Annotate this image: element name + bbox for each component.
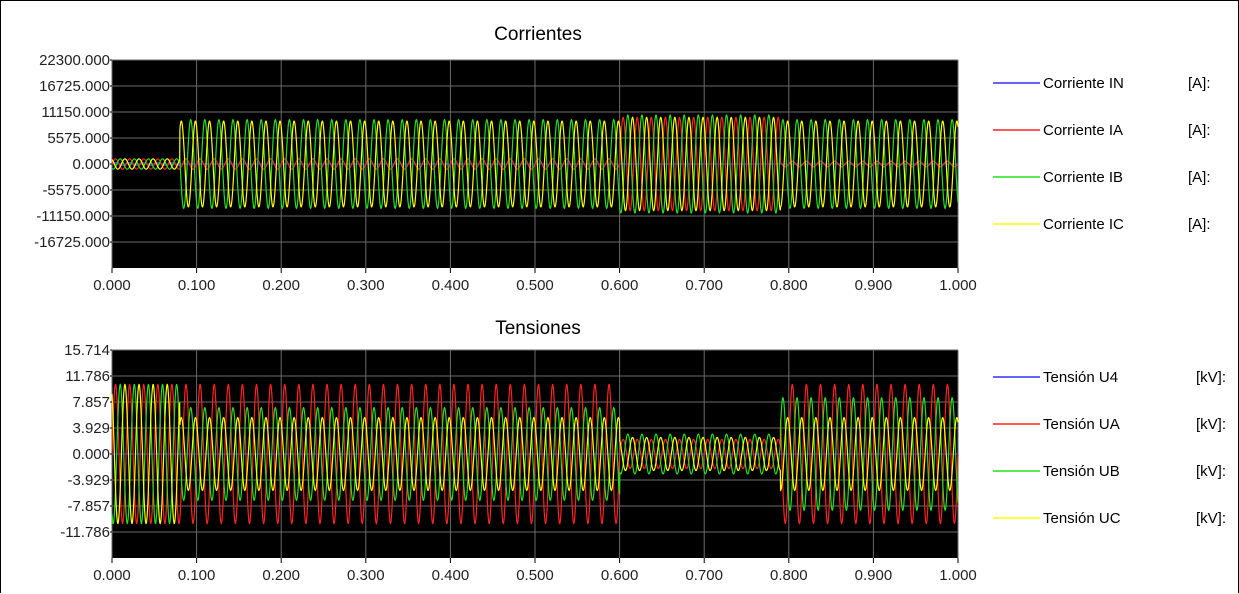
chart-title-voltages: Tensiones <box>495 318 581 339</box>
legend-unit: [kV]: <box>1196 369 1226 386</box>
y-tick-label: 16725.000 <box>39 78 110 95</box>
x-ticks-voltages: 0.000 0.100 0.200 0.300 0.400 0.500 0.600 0.700… <box>93 558 977 584</box>
y-tick-label: -5575.000 <box>42 182 110 199</box>
legend-voltages: Tensión U4 [kV]: Tensión UA [kV]: Tensión UB… <box>993 369 1226 527</box>
y-tick-label: -3.929 <box>67 472 110 489</box>
x-tick-label: 0.900 <box>855 567 893 584</box>
x-ticks-currents: 0.000 0.100 0.200 0.300 0.400 0.500 0.600 0.700… <box>93 268 977 294</box>
legend-label: Corriente IN <box>1043 75 1124 92</box>
legend-label: Corriente IA <box>1043 122 1123 139</box>
series-line-3 <box>111 383 959 525</box>
series-lines-currents <box>111 114 959 214</box>
y-tick-label: 0.000 <box>72 156 110 173</box>
chart-title-currents: Corrientes <box>494 24 582 45</box>
y-tick-label: 0.000 <box>72 446 110 463</box>
y-ticks-currents: 22300.000 16725.000 11150.000 5575.000 0.000… <box>34 52 112 251</box>
x-tick-label: 0.900 <box>855 277 893 294</box>
y-tick-label: 11.786 <box>65 368 110 385</box>
currents-chart: Corrientes 22300.000 16725.000 11150.000 55… <box>34 24 1210 294</box>
series-line-2 <box>111 383 959 525</box>
x-tick-label: 0.600 <box>601 277 639 294</box>
x-tick-label: 0.700 <box>685 567 723 584</box>
series-line-2 <box>111 114 959 214</box>
x-tick-label: 0.600 <box>601 567 639 584</box>
y-ticks-voltages: 15.714 11.786 7.857 3.929 0.000 -3.929 -7.857 -… <box>60 342 112 541</box>
series-line-3 <box>111 116 959 212</box>
x-tick-label: 0.000 <box>93 567 131 584</box>
x-tick-label: 0.800 <box>770 277 808 294</box>
x-tick-label: 0.200 <box>262 567 300 584</box>
y-tick-label: -11.786 <box>60 524 110 541</box>
series-lines-voltages <box>111 383 959 525</box>
y-tick-label: 7.857 <box>72 394 110 411</box>
y-tick-label: -16725.000 <box>34 234 110 251</box>
legend-unit: [kV]: <box>1196 510 1226 527</box>
x-tick-label: 0.800 <box>770 567 808 584</box>
x-tick-label: 1.000 <box>939 567 977 584</box>
legend-unit: [A]: <box>1188 216 1211 233</box>
x-tick-label: 0.500 <box>516 277 554 294</box>
x-tick-label: 0.100 <box>178 567 216 584</box>
y-tick-label: 11150.000 <box>41 104 110 121</box>
y-tick-label: 22300.000 <box>39 52 110 69</box>
x-tick-label: 0.400 <box>432 277 470 294</box>
legend-unit: [kV]: <box>1196 463 1226 480</box>
x-tick-label: 0.100 <box>178 277 216 294</box>
x-tick-label: 1.000 <box>939 277 977 294</box>
y-tick-label: 15.714 <box>64 342 110 359</box>
x-tick-label: 0.700 <box>685 277 723 294</box>
y-tick-label: 5575.000 <box>47 130 110 147</box>
x-tick-label: 0.200 <box>262 277 300 294</box>
legend-unit: [kV]: <box>1196 416 1226 433</box>
series-line-1 <box>111 116 959 212</box>
legend-unit: [A]: <box>1188 122 1211 139</box>
series-line-1 <box>111 383 959 525</box>
legend-label: Tensión UC <box>1043 510 1121 527</box>
x-tick-label: 0.000 <box>93 277 131 294</box>
y-tick-label: -11150.000 <box>36 208 110 225</box>
legend-label: Corriente IB <box>1043 169 1123 186</box>
legend-label: Tensión U4 <box>1043 369 1118 386</box>
legend-label: Tensión UB <box>1043 463 1120 480</box>
legend-label: Tensión UA <box>1043 416 1120 433</box>
x-tick-label: 0.300 <box>347 277 385 294</box>
x-tick-label: 0.500 <box>516 567 554 584</box>
legend-unit: [A]: <box>1188 75 1211 92</box>
legend-currents: Corriente IN [A]: Corriente IA [A]: Corrient… <box>993 75 1211 233</box>
y-tick-label: -7.857 <box>67 498 110 515</box>
y-tick-label: 3.929 <box>72 420 110 437</box>
x-tick-label: 0.400 <box>432 567 470 584</box>
x-tick-label: 0.300 <box>347 567 385 584</box>
legend-label: Corriente IC <box>1043 216 1124 233</box>
legend-unit: [A]: <box>1188 169 1211 186</box>
voltages-chart: Tensiones 15.714 11.786 7.857 3.929 0.000 -3.… <box>60 318 1226 584</box>
